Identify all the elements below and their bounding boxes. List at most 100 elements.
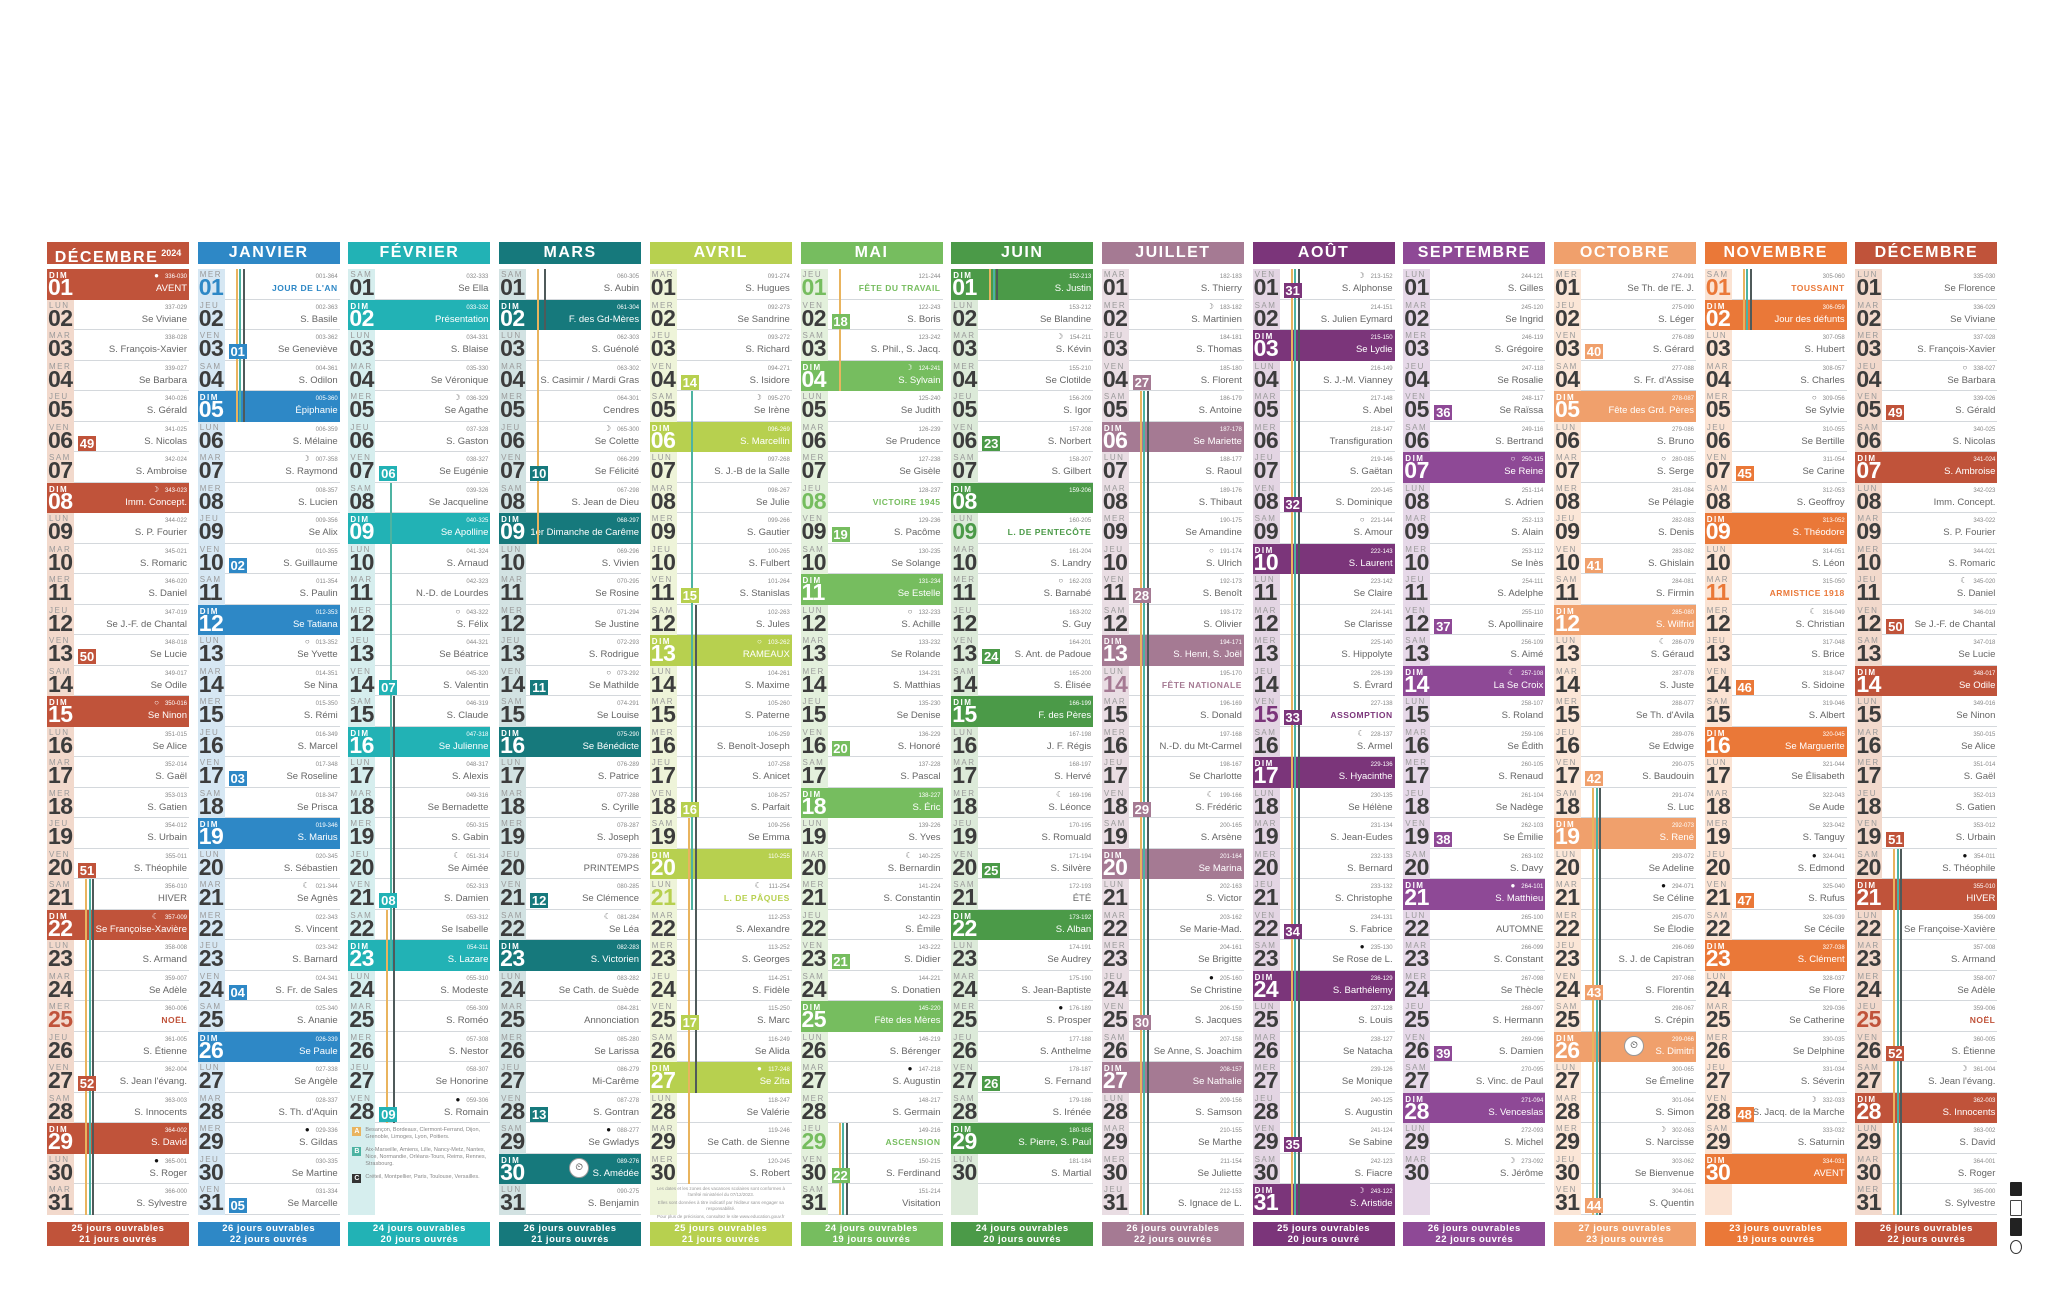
saint-name: S. Gatien [147, 801, 187, 813]
day-of-week: LUN [199, 422, 221, 432]
saint-name: S. Lazare [447, 954, 489, 965]
row-divider [224, 908, 340, 910]
day-of-year: 267-098 [1521, 975, 1544, 982]
day-of-year: 365-000 [1973, 1189, 1996, 1195]
saint-name: S. Nicolas [1952, 435, 1996, 447]
time-change-clock-icon: ⏲ [1624, 1035, 1644, 1056]
month-header: FÉVRIER [348, 242, 491, 264]
saint-name: S. Constantin [883, 893, 941, 904]
day-number: 08 [1856, 487, 1881, 514]
day-of-week: LUN [651, 880, 673, 889]
day-of-year: 271-094 [1521, 1097, 1544, 1104]
day-number: 20 [48, 853, 73, 880]
row-divider [74, 603, 189, 605]
day-of-week: MER [501, 1032, 524, 1042]
day-number: 07 [1555, 457, 1580, 483]
day-number: 10 [1253, 548, 1279, 575]
day-row: SAM 23 235-130 ● Se Rose de L. [1253, 940, 1395, 971]
saint-name: Se Agathe [444, 405, 489, 416]
row-divider [1430, 451, 1546, 452]
row-divider [74, 359, 189, 361]
row-divider [1882, 878, 1998, 879]
saint-name: Mi-Carême [592, 1076, 640, 1087]
row-divider [1279, 542, 1395, 544]
day-of-week: MER [1103, 1154, 1127, 1164]
day-row: MER 05 064-301 Cendres [499, 391, 642, 422]
day-of-year: 178-187 [1069, 1067, 1092, 1073]
day-row: SAM 30 242-123 S. Fiacre [1253, 1154, 1395, 1184]
day-of-year: 163-202 [1069, 609, 1092, 616]
row-divider [1581, 512, 1696, 513]
day-of-week: MAR [501, 1002, 524, 1011]
day-of-week: DIM [1556, 1033, 1576, 1043]
day-of-week: LUN [49, 941, 70, 950]
saint-name: Se Angèle [294, 1076, 338, 1087]
day-number: 18 [1555, 792, 1580, 819]
day-of-week: LUN [802, 605, 824, 615]
day-row: MER 11 162-203 ○ S. Barnabé [951, 574, 1094, 605]
saint-name: S. Saturnin [1797, 1137, 1845, 1148]
day-row: JEU 25 359-006 NOËL [1855, 1001, 1998, 1032]
row-divider [1731, 695, 1847, 696]
day-number: 29 [1705, 1128, 1731, 1154]
day-of-year: 250-115 [1521, 457, 1544, 463]
day-of-week: JEU [1405, 575, 1425, 584]
saint-name: Se Geneviève [278, 344, 338, 355]
row-divider [1581, 817, 1696, 818]
day-of-year: 341-024 [1973, 457, 1996, 463]
row-divider [1581, 603, 1696, 605]
day-row: DIM 16 047-318 Se Julienne [348, 726, 491, 757]
day-of-year: 322-043 [1822, 792, 1845, 799]
row-divider [1279, 817, 1395, 818]
day-row: LUN 15 349-016 Se Ninon [1855, 696, 1998, 727]
row-divider [224, 329, 340, 330]
day-number: 12 [650, 609, 676, 636]
day-row: MAR 17 168-197 S. Hervé [951, 757, 1094, 788]
vacation-stripe-zone-a [687, 818, 690, 1184]
day-of-week: LUN [953, 300, 974, 310]
day-of-year: 359-007 [164, 975, 187, 982]
day-number: 06 [500, 426, 525, 453]
saint-name: Se Clotilde [1045, 374, 1092, 386]
day-of-week: LUN [1254, 788, 1276, 798]
day-of-year: 296-069 [1671, 945, 1694, 951]
saint-name: S. Raoul [1205, 466, 1242, 477]
day-of-week: MER [350, 392, 373, 401]
row-divider [676, 695, 792, 696]
row-divider [74, 481, 189, 483]
saint-name: Se Ninon [1956, 710, 1996, 721]
saint-name: S. Georges [741, 954, 790, 965]
saint-name: Cendres [603, 405, 640, 416]
day-of-year: 021-344 [315, 884, 338, 890]
day-of-week: JEU [350, 849, 371, 859]
day-number: 26 [198, 1036, 224, 1063]
day-number: 01 [650, 274, 676, 300]
row-divider [827, 481, 943, 483]
day-row: MER 13 225-140 S. Hippolyte [1253, 635, 1395, 666]
day-of-week: MAR [953, 331, 976, 340]
day-row: SAM 24 144-221 S. Donatien [801, 971, 943, 1001]
new-moon-icon: ● [606, 1125, 612, 1134]
day-of-week: VEN [1706, 666, 1728, 676]
row-divider [978, 573, 1094, 574]
saint-name: Se Julie [755, 496, 790, 508]
day-number: 13 [48, 640, 73, 666]
day-row: DIM 01 336-030 ● AVENT [47, 269, 189, 300]
day-of-week: MAR [350, 1002, 373, 1011]
day-of-week: JEU [1706, 1063, 1727, 1072]
saint-name: Se J.-F. de Chantal [106, 618, 187, 630]
day-row: LUN 06 006-359 S. Mélaine [198, 422, 340, 452]
day-of-week: VEN [1405, 392, 1427, 401]
working-days-ouvres: 20 jours ouvrés [983, 1234, 1062, 1245]
week-number-badge: 38 [1434, 832, 1453, 847]
day-of-year: 025-340 [315, 1006, 338, 1012]
day-row: DIM 22 173-192 S. Alban [951, 909, 1094, 940]
working-days-ouvrables: 25 jours ouvrables [71, 1223, 165, 1234]
day-of-week: MAR [1254, 1032, 1277, 1042]
day-of-year: 151-214 [918, 1189, 941, 1195]
saint-name: Se Sabine [1348, 1137, 1393, 1148]
row-divider [1731, 817, 1847, 818]
first-quarter-icon: ☽ [1809, 1094, 1817, 1104]
day-row: MER 03 337-028 S. François-Xavier [1855, 330, 1998, 361]
full-moon-icon: ○ [907, 606, 913, 616]
